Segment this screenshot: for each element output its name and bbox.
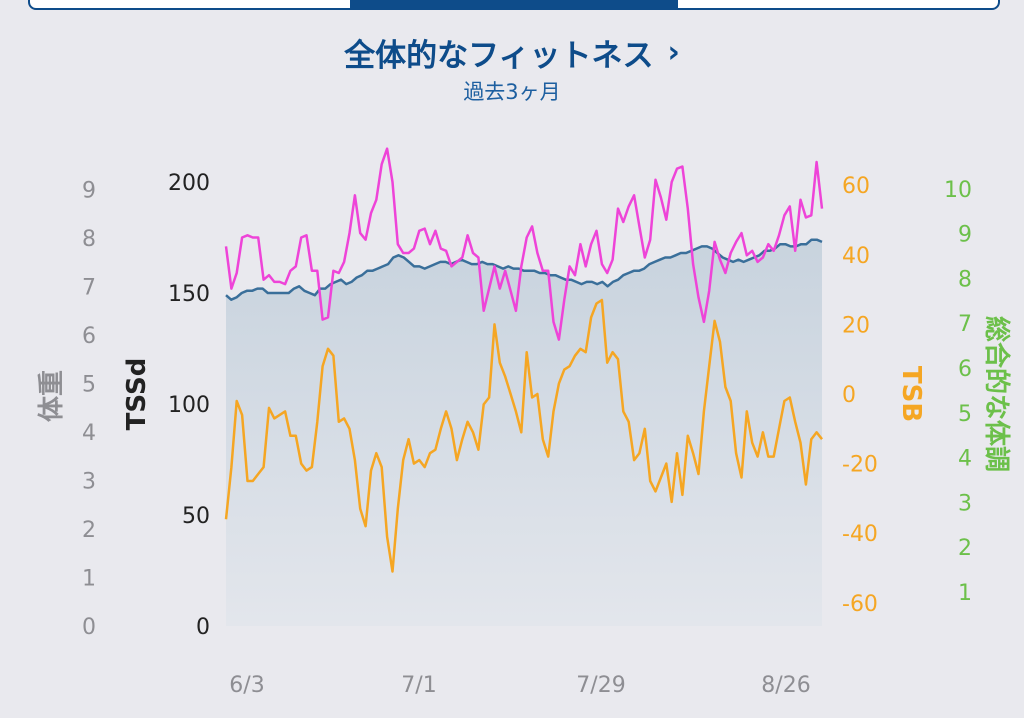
weight-tick-label: 4 (82, 421, 96, 446)
pink-series-line (224, 147, 824, 341)
weight-tick-label: 0 (82, 615, 96, 640)
tss-tick-label: 200 (168, 171, 210, 196)
weight-tick-label: 2 (82, 518, 96, 543)
overall-tick-label: 10 (944, 178, 972, 203)
tss-tick-label: 0 (196, 615, 210, 640)
weight-tick-label: 5 (82, 373, 96, 398)
tsb-tick-label: 60 (842, 174, 870, 199)
tsb-series-line (224, 298, 823, 573)
weight-tick-label: 1 (82, 567, 96, 592)
overall-tick-label: 3 (958, 491, 972, 516)
overall-tick-label: 7 (958, 312, 972, 337)
chart-title: 全体的なフィットネス (344, 38, 654, 74)
tss-axis-label: TSSd (122, 358, 152, 431)
x-tick-label: 7/1 (401, 673, 436, 698)
overall-tick-label: 2 (958, 536, 972, 561)
tsb-tick-label: -20 (842, 453, 878, 478)
x-tick-label: 8/26 (761, 673, 810, 698)
chart-subtitle: 過去3ヶ月 (463, 80, 561, 104)
chevron-right-icon: › (667, 35, 680, 70)
overall-tick-label: 5 (958, 402, 972, 427)
overall-axis-label: 総合的な体調 (981, 316, 1012, 472)
tsb-tick-label: -60 (842, 592, 878, 617)
overall-tick-label: 6 (958, 357, 972, 382)
x-tick-label: 7/29 (576, 673, 625, 698)
tsb-tick-label: 40 (842, 244, 870, 269)
overall-tick-label: 4 (958, 447, 972, 472)
segmented-control[interactable] (28, 0, 1000, 10)
segment-selected[interactable] (350, 0, 678, 8)
fitness-series-line (225, 238, 823, 301)
weight-tick-label: 9 (82, 179, 96, 204)
weight-tick-label: 8 (82, 227, 96, 252)
tss-tick-label: 50 (182, 504, 210, 529)
x-tick-label: 6/3 (229, 673, 264, 698)
tsb-tick-label: 20 (842, 313, 870, 338)
weight-tick-label: 6 (82, 324, 96, 349)
overall-tick-label: 9 (958, 223, 972, 248)
chart-title-link[interactable]: 全体的なフィットネス › (344, 30, 680, 75)
weight-tick-label: 7 (82, 276, 96, 301)
tss-tick-label: 100 (168, 393, 210, 418)
tsb-tick-label: 0 (842, 383, 856, 408)
tsb-tick-label: -40 (842, 522, 878, 547)
overall-tick-label: 1 (958, 581, 972, 606)
weight-tick-label: 3 (82, 470, 96, 495)
tss-tick-label: 150 (168, 282, 210, 307)
weight-axis-label: 体重 (37, 370, 67, 422)
overall-tick-label: 8 (958, 267, 972, 292)
tsb-axis-label: TSB (896, 366, 926, 422)
fitness-area (226, 239, 822, 626)
